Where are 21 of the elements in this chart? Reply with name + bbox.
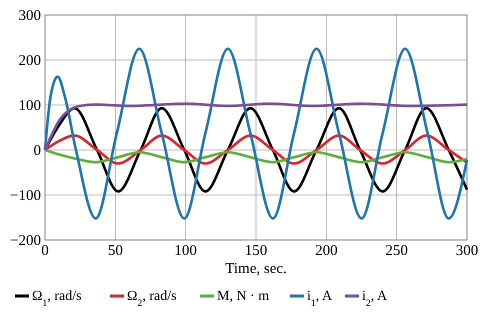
y-tick-label: 0 [34,143,41,159]
legend-label: M, N · m [217,289,270,304]
y-tick-label: 100 [18,98,41,114]
legend-label: i$_{1}$, A [307,289,334,308]
legend-label: i$_{2}$, A [362,289,388,308]
x-tick-label: 150 [244,243,268,259]
legend-label: Ω$_{1}$, rad/s [32,289,82,308]
x-tick-label: 300 [456,243,478,259]
x-tick-label: 250 [385,243,408,259]
x-tick-label: 200 [315,243,338,259]
y-tick-label: 300 [18,8,41,24]
x-tick-label: 50 [108,243,123,259]
line-series [44,148,468,164]
line-series [44,47,468,220]
line-series [44,102,468,152]
legend-label: Ω$_{2}$, rad/s [127,289,177,308]
y-tick-label: 200 [18,53,41,69]
x-axis-title: Time, sec. [225,261,287,277]
y-tick-label: −200 [10,233,41,249]
x-tick-label: 100 [174,243,197,259]
y-tick-label: −100 [10,188,41,204]
